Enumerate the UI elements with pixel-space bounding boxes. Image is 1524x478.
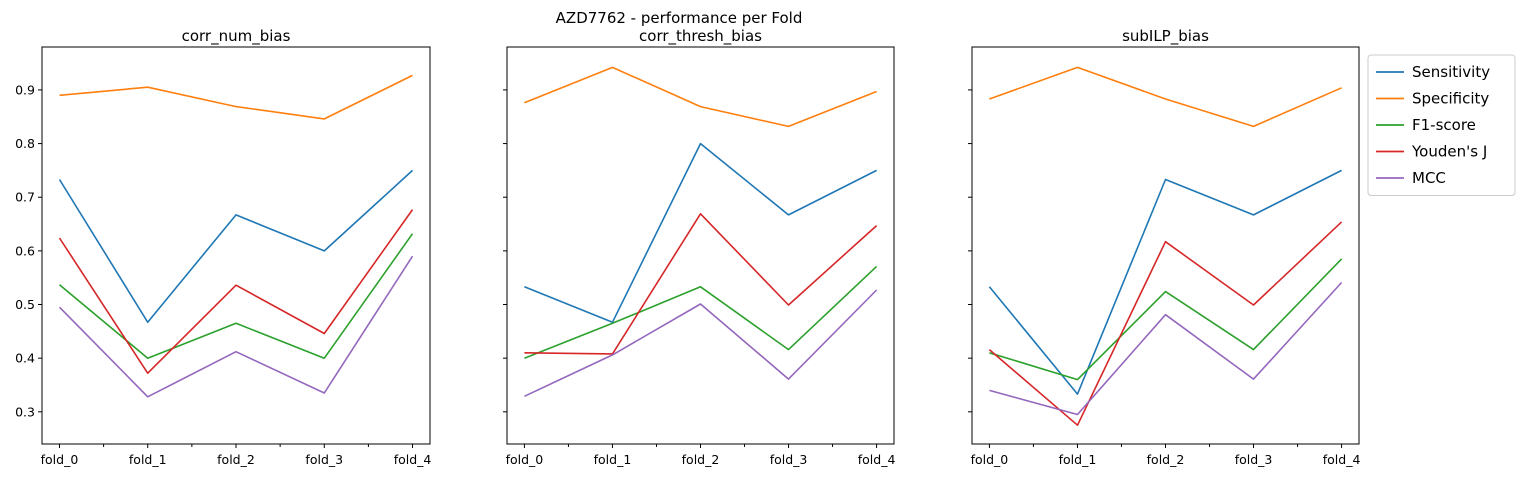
- subplot-title: subILP_bias: [1122, 27, 1209, 46]
- subplot-0: corr_num_bias 0.3 0.4 0.5 0.6 0.7 0.8 0.9 fold_0…: [15, 27, 431, 467]
- series-line-mcc: [989, 281, 1343, 416]
- legend: Sensitivity Specificity F1-score Youden's J…: [1367, 54, 1516, 196]
- y-tick-label: 0.8: [15, 136, 35, 151]
- series-line-specificity: [524, 66, 877, 128]
- subplot-title: corr_thresh_bias: [639, 27, 762, 46]
- legend-label: MCC: [1412, 169, 1446, 187]
- legend-label: F1-score: [1412, 116, 1476, 134]
- series-line-youden-s-j: [988, 221, 1343, 427]
- subplot-1: corr_thresh_bias fold_0 fold_1 fold_2 fold_3…: [503, 27, 895, 467]
- x-tick-label: fold_2: [217, 452, 255, 467]
- legend-label: Specificity: [1412, 90, 1489, 108]
- x-tick-label: fold_4: [394, 452, 432, 467]
- x-tick-label: fold_4: [1323, 452, 1361, 467]
- x-tick-label: fold_0: [971, 452, 1009, 467]
- series-line-f1-score: [524, 265, 878, 359]
- series-line-mcc: [524, 289, 878, 398]
- panels: corr_num_bias 0.3 0.4 0.5 0.6 0.7 0.8 0.9 fold_0…: [15, 27, 1360, 467]
- series-line-sensitivity: [58, 169, 414, 324]
- subplot-2: subILP_bias fold_0 fold_1 fold_2 fold_3 fold_…: [968, 27, 1360, 467]
- y-tick-label: 0.9: [15, 82, 35, 97]
- y-tick-label: 0.7: [15, 190, 35, 205]
- legend-box: [1367, 54, 1516, 196]
- series-line-f1-score: [989, 258, 1343, 381]
- suptitle: AZD7762 - performance per Fold: [556, 9, 803, 27]
- x-tick-label: fold_2: [682, 452, 720, 467]
- x-tick-label: fold_4: [858, 452, 896, 467]
- series-line-specificity: [989, 66, 1342, 128]
- subplot-title: corr_num_bias: [182, 27, 291, 46]
- x-tick-label: fold_0: [41, 452, 79, 467]
- series-line-sensitivity: [524, 142, 877, 324]
- y-tick-label: 0.5: [15, 297, 35, 312]
- series-line-mcc: [58, 255, 414, 398]
- series-line-sensitivity: [988, 169, 1342, 395]
- series-line-f1-score: [58, 233, 414, 360]
- y-tick-label: 0.4: [15, 351, 35, 366]
- x-tick-label: fold_3: [1235, 452, 1273, 467]
- x-tick-label: fold_3: [305, 452, 343, 467]
- series-line-specificity: [59, 74, 413, 120]
- x-tick-label: fold_1: [129, 452, 167, 467]
- x-tick-label: fold_2: [1147, 452, 1185, 467]
- x-tick-label: fold_0: [506, 452, 544, 467]
- y-tick-label: 0.6: [15, 243, 35, 258]
- series-line-youden-s-j: [524, 213, 878, 355]
- x-tick-label: fold_1: [594, 452, 632, 467]
- series-line-youden-s-j: [58, 209, 414, 375]
- y-tick-label: 0.3: [15, 404, 35, 419]
- x-tick-label: fold_3: [770, 452, 808, 467]
- legend-label: Youden's J: [1411, 143, 1487, 161]
- x-tick-label: fold_1: [1059, 452, 1097, 467]
- legend-label: Sensitivity: [1412, 63, 1490, 81]
